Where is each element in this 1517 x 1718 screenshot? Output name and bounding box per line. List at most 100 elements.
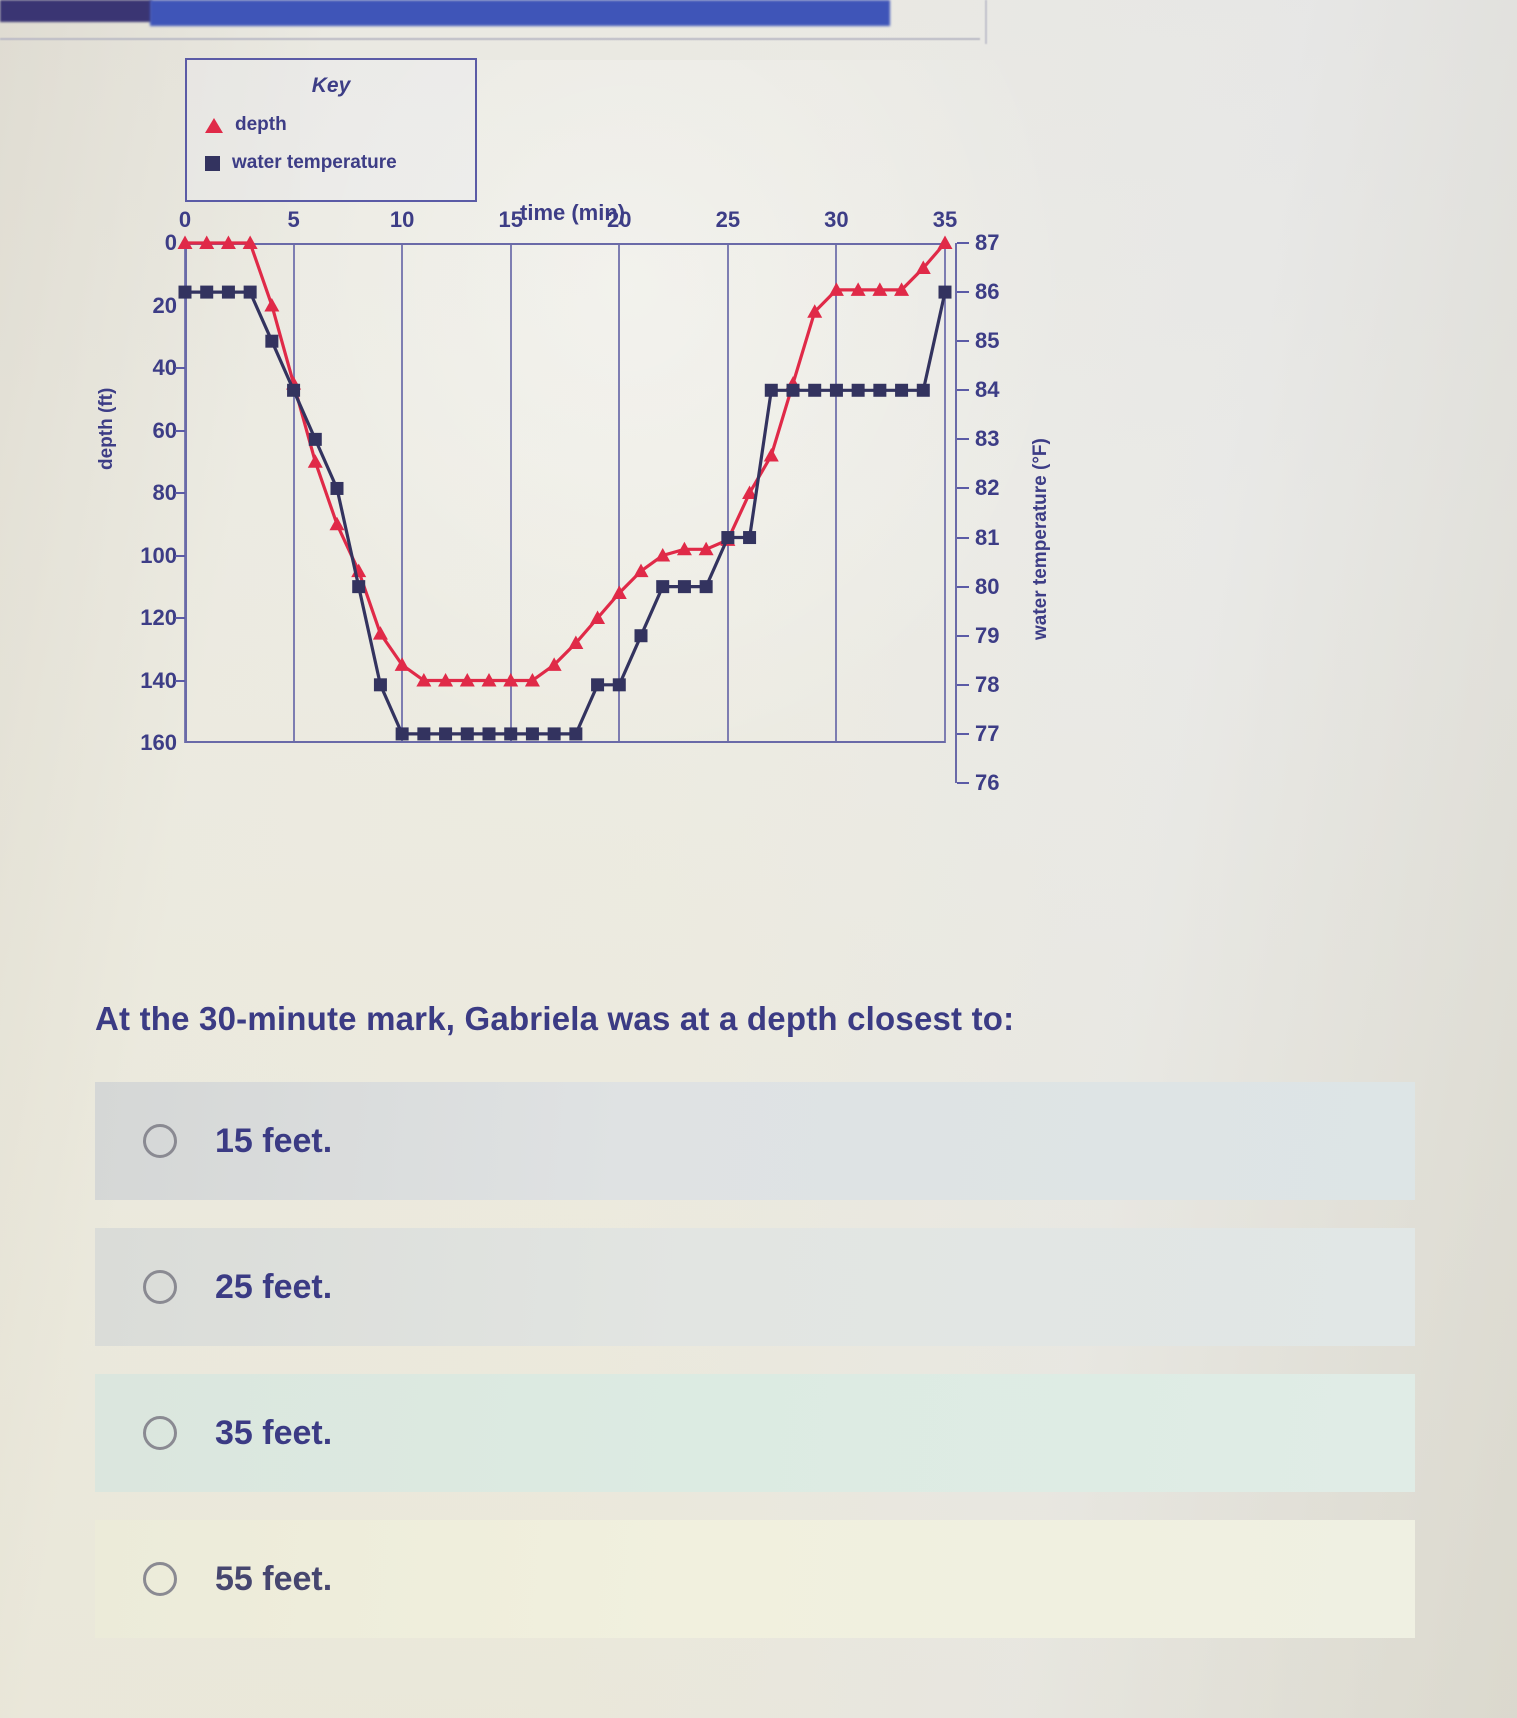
y-tick-label-left: 140 (140, 667, 177, 693)
gridline-vertical (509, 243, 512, 743)
data-point-triangle-marker (177, 235, 193, 249)
data-point-triangle-marker (742, 485, 758, 499)
triangle-marker-icon (205, 117, 223, 133)
data-point-triangle-marker (568, 635, 584, 649)
dive-chart: Key depth water temperature time (min) d… (0, 40, 1150, 820)
data-point-triangle-marker (937, 235, 953, 249)
series-lines (177, 235, 953, 741)
axis-right-line (955, 243, 957, 783)
answer-option[interactable]: 35 feet. (95, 1374, 1415, 1492)
y-tick-label-right: 81 (975, 524, 1000, 550)
chart-legend-key: Key depth water temperature (185, 58, 477, 202)
radio-button-icon[interactable] (143, 1270, 177, 1304)
data-point-square-marker (829, 383, 843, 397)
y-tick-label-right: 79 (975, 622, 1000, 648)
x-axis-title: time (min) (520, 200, 626, 225)
radio-button-icon[interactable] (143, 1562, 177, 1596)
answer-option[interactable]: 15 feet. (95, 1082, 1415, 1200)
data-point-triangle-marker (459, 673, 475, 687)
gridline-vertical (835, 243, 838, 743)
y-tick-mark-right (957, 340, 969, 343)
y-tick-mark-right (957, 438, 969, 441)
data-point-triangle-marker (481, 673, 497, 687)
y-tick-mark-left (175, 679, 185, 682)
legend-label-water-temperature: water temperature (232, 152, 397, 173)
y-tick-mark-right (957, 585, 969, 588)
data-point-square-marker (916, 383, 930, 397)
data-point-triangle-marker (828, 282, 844, 296)
y-tick-mark-left (175, 429, 185, 432)
data-point-triangle-marker (698, 541, 714, 556)
axis-top-line (185, 243, 945, 245)
data-point-square-marker (482, 727, 496, 741)
y-tick-mark-left (175, 554, 185, 557)
y-tick-label-right: 85 (975, 328, 1000, 354)
data-point-square-marker (677, 580, 691, 594)
answer-options-list: 15 feet. 25 feet. 35 feet. 55 feet. (95, 1082, 1415, 1666)
data-point-square-marker (504, 727, 518, 741)
data-point-square-marker (373, 678, 387, 692)
data-point-square-marker (569, 727, 583, 741)
legend-item-depth: depth (205, 114, 287, 136)
gridline-vertical (618, 243, 621, 743)
data-point-triangle-marker (590, 610, 606, 624)
data-point-square-marker (656, 580, 670, 594)
y-tick-label-right: 87 (975, 230, 1000, 255)
data-point-triangle-marker (655, 548, 671, 562)
answer-option[interactable]: 55 feet. (95, 1520, 1415, 1638)
data-point-square-marker (938, 285, 952, 299)
data-point-square-marker (895, 383, 909, 397)
data-point-triangle-marker (546, 657, 562, 671)
y-tick-label-left: 20 (152, 292, 177, 318)
legend-label-depth: depth (235, 114, 287, 135)
y-tick-label-left: 160 (140, 730, 177, 755)
data-point-square-marker (200, 285, 214, 299)
y-tick-label-left: 60 (152, 417, 177, 443)
gridline-vertical (944, 243, 946, 743)
data-point-square-marker (764, 383, 778, 397)
y-tick-mark-right (957, 683, 969, 686)
data-point-triangle-marker (242, 235, 258, 249)
data-point-triangle-marker (611, 585, 627, 599)
data-point-triangle-marker (372, 626, 388, 640)
data-point-square-marker (808, 383, 822, 397)
data-point-square-marker (460, 727, 474, 741)
data-point-triangle-marker (307, 454, 323, 468)
y-tick-label-right: 80 (975, 573, 1000, 599)
answer-option[interactable]: 25 feet. (95, 1228, 1415, 1346)
data-point-triangle-marker (763, 448, 779, 462)
square-marker-icon (205, 155, 220, 171)
data-point-square-marker (439, 727, 453, 741)
answer-option-label: 25 feet. (215, 1267, 333, 1306)
data-point-square-marker (330, 481, 344, 495)
data-point-square-marker (634, 629, 648, 643)
data-point-triangle-marker (676, 541, 692, 556)
data-point-square-marker (591, 678, 605, 692)
data-point-triangle-marker (503, 673, 519, 687)
data-point-square-marker (265, 334, 279, 348)
question-text: At the 30-minute mark, Gabriela was at a… (95, 1000, 1015, 1037)
y-tick-label-right: 78 (975, 671, 1000, 697)
y-tick-mark-left (175, 492, 185, 494)
y-tick-label-left: 0 (164, 230, 177, 255)
y-tick-mark-right (957, 634, 969, 637)
radio-button-icon[interactable] (143, 1124, 177, 1158)
y-tick-mark-right (957, 291, 969, 294)
y-tick-mark-right (957, 487, 969, 490)
y-tick-label-right: 82 (975, 475, 1000, 501)
data-point-square-marker (178, 285, 192, 299)
y-tick-label-right: 76 (975, 770, 1000, 795)
data-point-square-marker (851, 383, 865, 397)
radio-button-icon[interactable] (143, 1416, 177, 1450)
legend-title: Key (311, 74, 351, 97)
y-axis-left-title: depth (ft) (96, 387, 117, 470)
y-tick-label-right: 86 (975, 279, 1000, 305)
y-axis-right-title: water temperature (°F) (1030, 438, 1051, 640)
topbar-vertical-divider (985, 0, 987, 44)
y-tick-mark-right (957, 782, 969, 784)
data-point-square-marker (221, 285, 235, 299)
y-tick-mark-right (957, 242, 969, 244)
y-tick-label-left: 120 (140, 605, 177, 630)
axis-bottom-line (185, 741, 945, 743)
data-point-triangle-marker (633, 563, 649, 578)
